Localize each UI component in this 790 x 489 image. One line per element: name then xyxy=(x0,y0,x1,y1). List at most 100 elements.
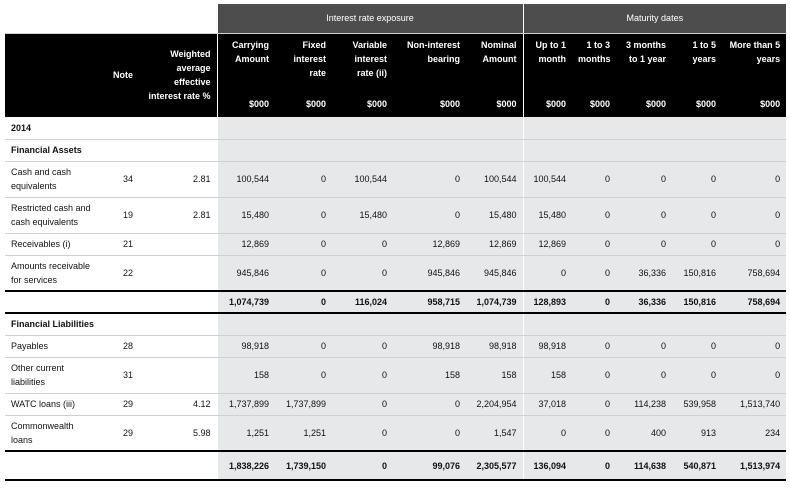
cell-3-months-to-1-year: 0 xyxy=(616,233,673,256)
col-header-1to3m: 1 to 3 months $000 xyxy=(572,33,617,117)
cell-1-to-5-years: 150,816 xyxy=(672,290,723,314)
cell-variable: 0 xyxy=(332,335,394,358)
cell-3-months-to-1-year: 36,336 xyxy=(616,255,673,292)
cell-fixed: 1,251 xyxy=(275,415,333,452)
table-row: Other current liabilities 31 158 0 0 158 158 15… xyxy=(5,357,787,394)
cell-label: Amounts receivable for services xyxy=(5,255,102,292)
cell-3-months-to-1-year: 0 xyxy=(616,335,673,358)
cell-rate: 2.81 xyxy=(139,161,218,198)
cell-nominal: 945,846 xyxy=(466,255,524,292)
cell-1-to-5-years: 0 xyxy=(672,161,723,198)
cell-non-interest: 158 xyxy=(393,357,467,394)
cell-non-interest: 945,846 xyxy=(393,255,467,292)
cell-label: Receivables (i) xyxy=(5,233,102,256)
cell-nominal: 2,305,577 xyxy=(466,450,524,481)
cell-1-to-3-months: 0 xyxy=(572,450,617,481)
cell-label xyxy=(5,290,102,314)
total-row: 1,074,739 0 116,024 958,715 1,074,739 128,893… xyxy=(5,290,787,314)
cell-nominal: 1,074,739 xyxy=(466,290,524,314)
cell-nominal: 12,869 xyxy=(466,233,524,256)
cell-label: Other current liabilities xyxy=(5,357,102,394)
table-row: Restricted cash and cash equivalents 19 2.… xyxy=(5,197,787,234)
col-header-upto1m: Up to 1 month $000 xyxy=(522,33,573,117)
cell-3-months-to-1-year: 0 xyxy=(616,197,673,234)
cell-label: Cash and cash equivalents xyxy=(5,161,102,198)
shade-cell xyxy=(216,313,524,336)
section-title-liabilities: Financial Liabilities xyxy=(5,313,218,336)
cell-1-to-5-years: 0 xyxy=(672,335,723,358)
cell-label: Restricted cash and cash equivalents xyxy=(5,197,102,234)
cell-up-to-1-month: 100,544 xyxy=(522,161,573,198)
column-group-row: Interest rate exposure Maturity dates xyxy=(5,4,787,34)
cell-3-months-to-1-year: 0 xyxy=(616,357,673,394)
cell-non-interest: 0 xyxy=(393,161,467,198)
cell-rate xyxy=(139,357,218,394)
cell-note xyxy=(102,450,139,481)
col-header-label xyxy=(5,33,102,117)
cell-variable: 0 xyxy=(332,357,394,394)
cell-carrying: 1,251 xyxy=(216,415,276,452)
cell-3-months-to-1-year: 0 xyxy=(616,161,673,198)
cell-non-interest: 0 xyxy=(393,197,467,234)
cell-variable: 0 xyxy=(332,255,394,292)
cell-nominal: 98,918 xyxy=(466,335,524,358)
total-row: 1,838,226 1,739,150 0 99,076 2,305,577 136,09… xyxy=(5,450,787,481)
interest-rate-exposure-group: Interest rate exposure xyxy=(216,4,524,34)
cell-rate xyxy=(139,290,218,314)
cell-up-to-1-month: 15,480 xyxy=(522,197,573,234)
cell-non-interest: 0 xyxy=(393,393,467,416)
cell-fixed: 0 xyxy=(275,357,333,394)
maturity-dates-group: Maturity dates xyxy=(522,4,787,34)
cell-1-to-3-months: 0 xyxy=(572,393,617,416)
cell-fixed: 0 xyxy=(275,197,333,234)
year-row: 2014 xyxy=(5,117,787,140)
column-header-row: Note Weighted average effective interest… xyxy=(5,33,787,117)
cell-up-to-1-month: 12,869 xyxy=(522,233,573,256)
col-header-1to5y: 1 to 5 years $000 xyxy=(672,33,723,117)
cell-note: 34 xyxy=(102,161,139,198)
cell-up-to-1-month: 128,893 xyxy=(522,290,573,314)
cell-more-than-5-years: 1,513,974 xyxy=(722,450,787,481)
col-header-carrying: Carrying Amount $000 xyxy=(216,33,276,117)
cell-variable: 0 xyxy=(332,450,394,481)
cell-note: 19 xyxy=(102,197,139,234)
cell-more-than-5-years: 0 xyxy=(722,357,787,394)
cell-rate: 2.81 xyxy=(139,197,218,234)
col-header-morethan5y: More than 5 years $000 xyxy=(722,33,787,117)
cell-up-to-1-month: 0 xyxy=(522,255,573,292)
cell-rate xyxy=(139,233,218,256)
table-row: Amounts receivable for services 22 945,846… xyxy=(5,255,787,292)
cell-1-to-3-months: 0 xyxy=(572,161,617,198)
col-header-fixed: Fixed interest rate $000 xyxy=(275,33,333,117)
cell-1-to-3-months: 0 xyxy=(572,255,617,292)
table-row: Cash and cash equivalents 34 2.81 100,544 0 1… xyxy=(5,161,787,198)
cell-non-interest: 0 xyxy=(393,415,467,452)
cell-nominal: 15,480 xyxy=(466,197,524,234)
financial-instruments-table-container: Interest rate exposure Maturity dates No… xyxy=(5,4,787,481)
cell-1-to-3-months: 0 xyxy=(572,233,617,256)
cell-nominal: 1,547 xyxy=(466,415,524,452)
shade-cell xyxy=(216,117,524,140)
cell-more-than-5-years: 758,694 xyxy=(722,290,787,314)
shade-cell xyxy=(522,117,787,140)
col-header-variable: Variable interest rate (ii) $000 xyxy=(332,33,394,117)
col-header-nominal: Nominal Amount $000 xyxy=(466,33,524,117)
shade-cell xyxy=(216,139,524,162)
cell-1-to-5-years: 539,958 xyxy=(672,393,723,416)
financial-instruments-table: Interest rate exposure Maturity dates No… xyxy=(5,4,787,481)
cell-non-interest: 98,918 xyxy=(393,335,467,358)
cell-carrying: 945,846 xyxy=(216,255,276,292)
cell-1-to-5-years: 150,816 xyxy=(672,255,723,292)
cell-rate xyxy=(139,335,218,358)
cell-carrying: 15,480 xyxy=(216,197,276,234)
cell-carrying: 158 xyxy=(216,357,276,394)
cell-more-than-5-years: 0 xyxy=(722,197,787,234)
cell-1-to-3-months: 0 xyxy=(572,357,617,394)
cell-1-to-3-months: 0 xyxy=(572,415,617,452)
cell-variable: 116,024 xyxy=(332,290,394,314)
cell-1-to-5-years: 0 xyxy=(672,197,723,234)
cell-1-to-3-months: 0 xyxy=(572,197,617,234)
cell-fixed: 1,737,899 xyxy=(275,393,333,416)
table-row: Payables 28 98,918 0 0 98,918 98,918 98,918 0 0 0 0 xyxy=(5,335,787,358)
cell-1-to-5-years: 913 xyxy=(672,415,723,452)
